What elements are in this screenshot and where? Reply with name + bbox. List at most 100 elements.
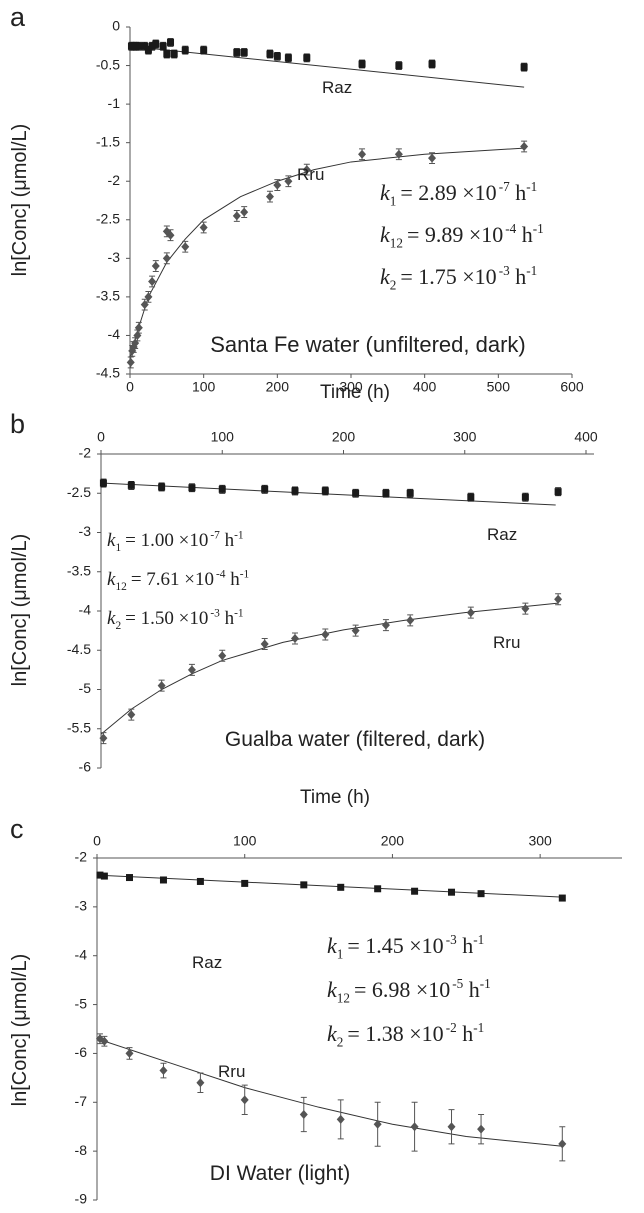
x-tick-label: 500 — [487, 379, 511, 395]
data-point — [521, 493, 529, 501]
data-point — [299, 1110, 308, 1119]
eq-unit: h — [226, 569, 241, 590]
data-point — [125, 1048, 134, 1058]
data-point — [352, 489, 360, 497]
equation: k12 = 7.61 ×10 -4 h-1 — [107, 568, 250, 592]
data-point — [273, 180, 282, 190]
eq-subscript: 1 — [390, 194, 397, 209]
x-tick-label: 100 — [233, 833, 257, 849]
eq-unit: h — [516, 222, 533, 247]
data-point — [554, 594, 563, 604]
data-point — [158, 483, 166, 491]
equation: k1 = 1.00 ×10 -7 h-1 — [107, 529, 244, 553]
data-point — [406, 489, 414, 497]
eq-value: = 1.00 ×10 — [125, 530, 208, 551]
data-point — [337, 883, 345, 891]
fit-line — [100, 602, 559, 735]
y-tick-label: -8 — [75, 1142, 88, 1158]
data-point — [336, 1114, 345, 1124]
data-point — [351, 626, 360, 636]
data-point — [125, 874, 133, 882]
equation: k1 = 1.45 ×10 -3 h-1 — [327, 932, 484, 961]
x-tick-label: 600 — [560, 379, 584, 395]
equation: k2 = 1.75 ×10 -3 h-1 — [380, 263, 537, 292]
data-point — [144, 292, 153, 302]
y-tick-label: -2.5 — [96, 210, 120, 226]
eq-subscript: 1 — [115, 542, 121, 554]
y-tick-label: -3 — [79, 523, 92, 539]
data-point — [558, 1139, 567, 1149]
x-tick-label: 0 — [93, 833, 101, 849]
x-axis-label: Time (h) — [320, 382, 390, 403]
y-tick-label: -3 — [108, 249, 121, 265]
equation: k2 = 1.50 ×10 -3 h-1 — [107, 607, 244, 631]
data-point — [159, 42, 167, 50]
y-tick-label: 0 — [112, 18, 120, 34]
eq-unit: h — [463, 977, 480, 1002]
data-point — [148, 276, 157, 286]
data-point — [265, 192, 274, 202]
panel-label: c — [10, 814, 24, 844]
eq-symbol: k — [327, 1021, 338, 1046]
eq-subscript: 2 — [337, 1035, 344, 1050]
y-tick-label: -6 — [79, 759, 92, 775]
data-point — [162, 253, 171, 263]
y-axis-label: ln[Conc] (μmol/L) — [9, 954, 31, 1107]
data-point — [157, 681, 166, 691]
y-tick-label: -5 — [79, 680, 92, 696]
y-axis-label: ln[Conc] (μmol/L) — [9, 124, 31, 277]
data-point — [373, 1119, 382, 1129]
eq-value: = 1.38 ×10 — [347, 1021, 443, 1046]
eq-unit-exponent: -1 — [234, 607, 244, 619]
panel-label: a — [10, 2, 26, 32]
eq-unit: h — [457, 1021, 474, 1046]
data-point — [99, 733, 108, 743]
data-point — [166, 230, 175, 240]
x-tick-label: 200 — [266, 379, 290, 395]
y-tick-label: -2 — [75, 849, 88, 865]
data-point — [240, 207, 249, 217]
data-point — [273, 52, 281, 60]
eq-unit-exponent: -1 — [533, 221, 544, 236]
eq-unit: h — [510, 264, 527, 289]
data-point — [260, 639, 269, 649]
data-point — [321, 630, 330, 640]
x-tick-label: 200 — [332, 429, 356, 445]
eq-subscript: 1 — [337, 947, 344, 962]
data-point — [240, 48, 248, 56]
y-tick-label: -5.5 — [67, 719, 91, 735]
eq-symbol: k — [380, 264, 391, 289]
data-point — [411, 887, 419, 895]
y-tick-label: -4 — [79, 602, 92, 618]
data-point — [167, 38, 175, 46]
y-tick-label: -4.5 — [67, 641, 91, 657]
eq-exponent: -4 — [505, 221, 516, 236]
data-point — [382, 489, 390, 497]
eq-subscript: 12 — [115, 581, 127, 593]
x-tick-label: 300 — [528, 833, 552, 849]
data-point — [300, 881, 308, 889]
data-point — [188, 484, 196, 492]
y-tick-label: -0.5 — [96, 56, 120, 72]
data-point — [381, 620, 390, 630]
data-point — [96, 871, 104, 879]
series-label: Rru — [297, 165, 324, 184]
data-point — [170, 50, 178, 58]
y-tick-label: -5 — [75, 995, 88, 1011]
data-point — [144, 46, 152, 54]
eq-exponent: -7 — [210, 529, 220, 541]
eq-unit-exponent: -1 — [480, 976, 491, 991]
eq-subscript: 2 — [115, 620, 121, 632]
data-point — [558, 894, 566, 902]
y-axis-label: ln[Conc] (μmol/L) — [9, 534, 31, 687]
eq-unit-exponent: -1 — [526, 179, 537, 194]
eq-unit-exponent: -1 — [526, 263, 537, 278]
data-point — [291, 633, 299, 643]
series-label: Rru — [493, 633, 520, 652]
data-point — [159, 1066, 168, 1076]
annotation: Santa Fe water (unfiltered, dark) — [210, 332, 525, 357]
x-tick-label: 200 — [381, 833, 405, 849]
data-point — [374, 885, 382, 893]
x-axis-label: Time (h) — [300, 787, 370, 808]
annotation: DI Water (light) — [210, 1162, 350, 1185]
